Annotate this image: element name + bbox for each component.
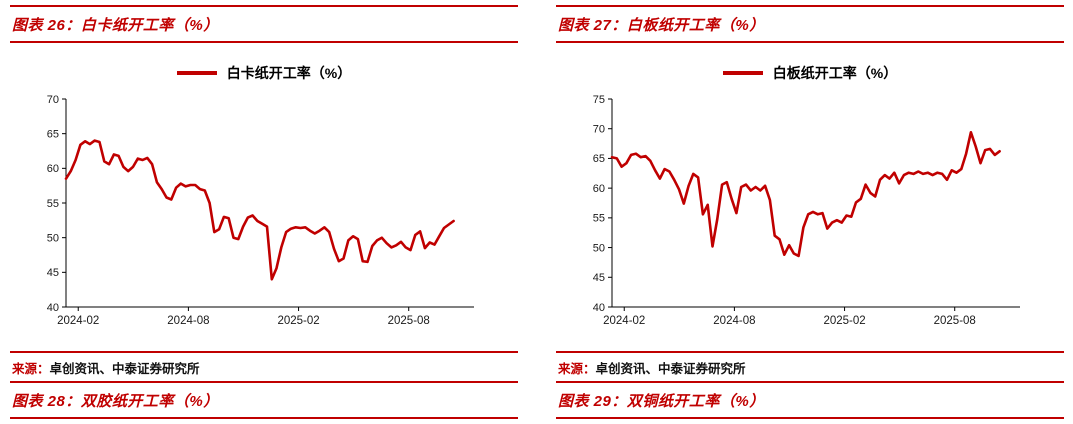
svg-text:2024-08: 2024-08: [713, 315, 755, 327]
legend: 白板纸开工率（%）: [556, 63, 1064, 83]
svg-text:60: 60: [47, 163, 59, 175]
svg-text:2025-08: 2025-08: [934, 315, 976, 327]
source-row: 来源：卓创资讯、中泰证券研究所: [10, 353, 518, 381]
source-label: 来源：: [12, 362, 50, 376]
divider: [10, 381, 518, 383]
divider: [556, 5, 1064, 7]
svg-text:45: 45: [47, 267, 59, 279]
divider: [556, 351, 1064, 353]
source-text: 卓创资讯、中泰证券研究所: [595, 362, 746, 376]
source-row: 来源：卓创资讯、中泰证券研究所: [556, 353, 1064, 381]
divider: [10, 5, 518, 7]
svg-text:2025-02: 2025-02: [823, 315, 865, 327]
chart-27-title: 图表 27：白板纸开工率（%）: [558, 17, 765, 34]
svg-text:2025-08: 2025-08: [388, 315, 430, 327]
divider: [556, 41, 1064, 43]
svg-text:45: 45: [593, 272, 605, 284]
panel-right: 图表 27：白板纸开工率（%） 白板纸开工率（%） 40 45 50 55 60 65 70…: [556, 5, 1064, 419]
svg-text:65: 65: [593, 153, 605, 165]
svg-text:50: 50: [593, 242, 605, 254]
line-chart: 40 45 50 55 60 65 70 2024-02 2024-08 2025-02 2025-…: [47, 94, 474, 327]
legend-label: 白卡纸开工率（%）: [226, 65, 352, 81]
divider: [556, 381, 1064, 383]
svg-text:2024-02: 2024-02: [57, 315, 99, 327]
svg-text:2024-08: 2024-08: [167, 315, 209, 327]
svg-text:75: 75: [593, 94, 605, 106]
divider: [10, 351, 518, 353]
divider: [556, 417, 1064, 419]
svg-text:55: 55: [593, 213, 605, 225]
svg-text:60: 60: [593, 183, 605, 195]
svg-text:2025-02: 2025-02: [277, 315, 319, 327]
chart-27: 白板纸开工率（%） 40 45 50 55 60 65 70 75 2024-02 2024-08…: [556, 43, 1064, 351]
legend: 白卡纸开工率（%）: [10, 63, 518, 83]
legend-line-icon: [176, 71, 217, 75]
line-chart: 40 45 50 55 60 65 70 75 2024-02 2024-08 2025-02 202…: [593, 94, 1020, 327]
svg-text:65: 65: [47, 128, 59, 140]
source-text: 卓创资讯、中泰证券研究所: [49, 362, 200, 376]
chart-29-title: 图表 29：双铜纸开工率（%）: [558, 393, 765, 410]
divider: [10, 417, 518, 419]
chart-28-title: 图表 28：双胶纸开工率（%）: [12, 393, 219, 410]
panel-left: 图表 26：白卡纸开工率（%） 白卡纸开工率（%） 40 45 50 55 60 65 70…: [10, 5, 518, 419]
svg-text:70: 70: [47, 94, 59, 106]
chart-26: 白卡纸开工率（%） 40 45 50 55 60 65 70 2024-02 2024-08 20…: [10, 43, 518, 351]
source-label: 来源：: [558, 362, 596, 376]
chart-26-title: 图表 26：白卡纸开工率（%）: [12, 17, 219, 34]
svg-text:2024-02: 2024-02: [603, 315, 645, 327]
divider: [10, 41, 518, 43]
legend-line-icon: [722, 71, 763, 75]
legend-label: 白板纸开工率（%）: [772, 65, 898, 81]
svg-text:50: 50: [47, 232, 59, 244]
svg-text:55: 55: [47, 198, 59, 210]
svg-text:40: 40: [593, 302, 605, 314]
svg-text:70: 70: [593, 124, 605, 136]
svg-text:40: 40: [47, 302, 59, 314]
